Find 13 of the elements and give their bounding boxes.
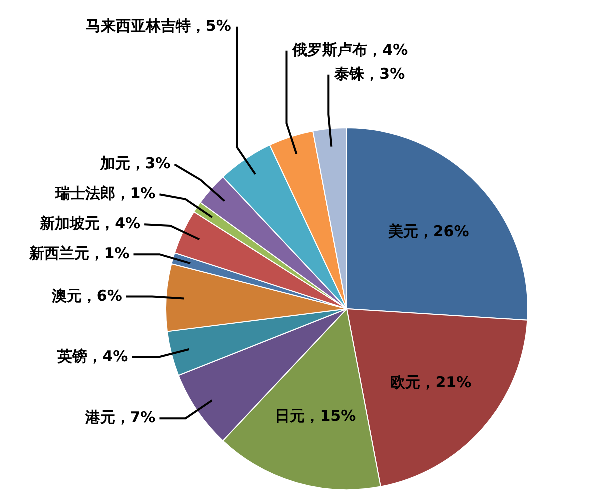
slice-label: 欧元，21%	[390, 373, 472, 392]
slice-label: 瑞士法郎，1%	[54, 184, 156, 203]
slice-label: 澳元，6%	[50, 286, 122, 305]
slice-label: 新加坡元，4%	[39, 214, 141, 233]
slice-label: 俄罗斯卢布，4%	[292, 40, 408, 59]
slice-label: 日元，15%	[275, 406, 356, 425]
slice-label: 加元，3%	[99, 154, 171, 173]
slice-label: 美元，26%	[387, 222, 470, 240]
slice-label: 新西兰元，1%	[28, 244, 130, 263]
slice-label: 马来西亚林吉特，5%	[86, 16, 232, 35]
slice-label: 泰铢，3%	[334, 64, 406, 83]
slice-label: 英镑，4%	[56, 348, 128, 366]
slice-label: 港元，7%	[84, 408, 156, 427]
